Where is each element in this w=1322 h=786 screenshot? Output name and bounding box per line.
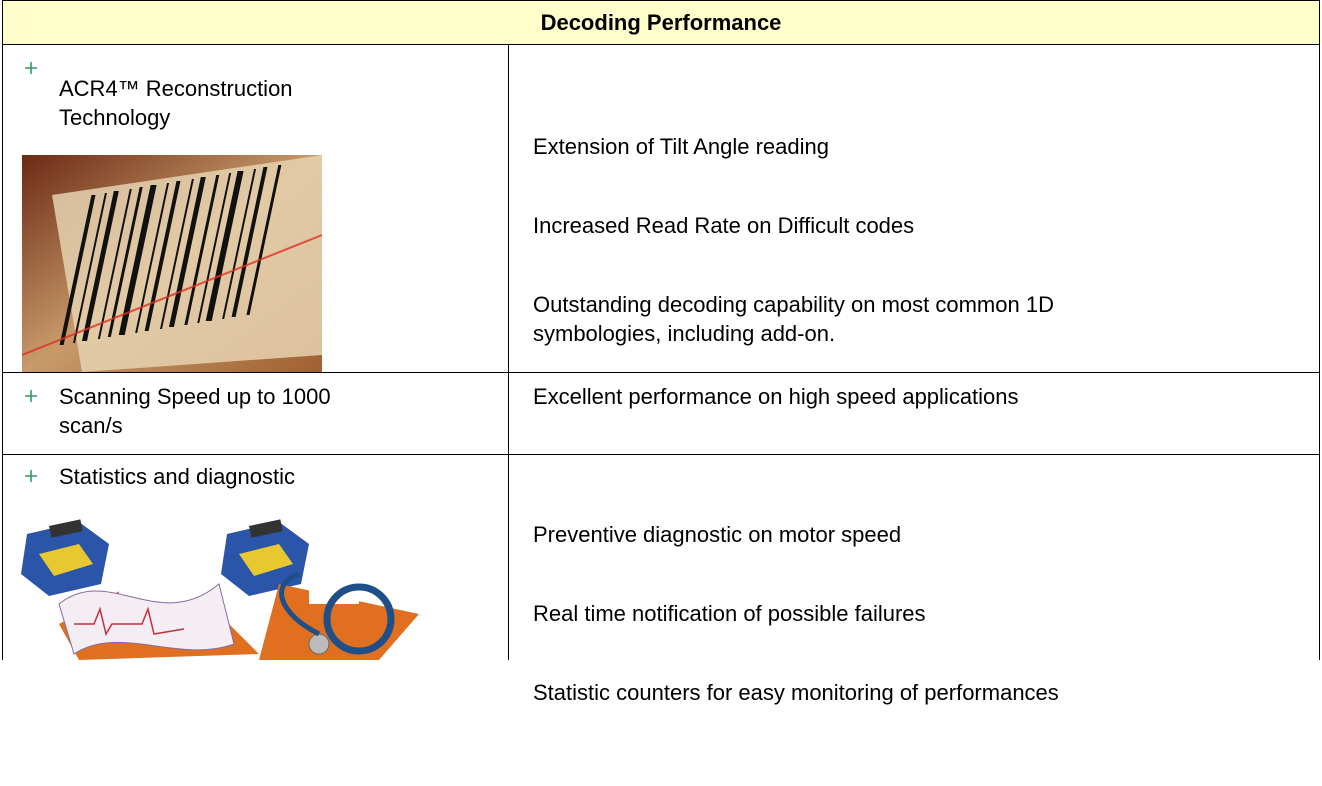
bullet bbox=[25, 62, 37, 74]
feature-text: Statistics and diagnostic bbox=[59, 464, 296, 489]
benefit-text: Outstanding decoding capability on most … bbox=[533, 292, 1054, 346]
benefit-cell: Extension of Tilt Angle reading Increase… bbox=[508, 44, 1320, 373]
benefit-text: Extension of Tilt Angle reading bbox=[533, 134, 829, 159]
benefit-text: Real time notification of possible failu… bbox=[533, 601, 926, 626]
feature-cell: ACR4™ Reconstruction Technology bbox=[2, 44, 509, 373]
benefit-text: Increased Read Rate on Difficult codes bbox=[533, 213, 915, 238]
table-header: Decoding Performance bbox=[2, 0, 1320, 45]
feature-text: ACR4™ Reconstruction Technology bbox=[59, 76, 293, 130]
benefit-cell: Excellent performance on high speed appl… bbox=[508, 372, 1320, 455]
diagnostic-image bbox=[21, 519, 419, 660]
benefit-list: Preventive diagnostic on motor speed Rea… bbox=[533, 462, 1059, 786]
feature-cell: Statistics and diagnostic bbox=[2, 454, 509, 660]
page: Decoding Performance ACR4™ Reconstructio… bbox=[0, 0, 1322, 705]
benefit-text: Preventive diagnostic on motor speed bbox=[533, 522, 902, 547]
benefit-text: Excellent performance on high speed appl… bbox=[533, 384, 1019, 409]
benefit-text: Statistic counters for easy monitoring o… bbox=[533, 680, 1059, 705]
bullet bbox=[25, 470, 37, 482]
benefit-cell: Preventive diagnostic on motor speed Rea… bbox=[508, 454, 1320, 705]
benefit-list: Extension of Tilt Angle reading Increase… bbox=[533, 74, 1054, 427]
barcode-image bbox=[22, 155, 322, 372]
bullet bbox=[25, 390, 37, 402]
feature-text: Scanning Speed up to 1000 scan/s bbox=[59, 384, 331, 438]
feature-cell: Scanning Speed up to 1000 scan/s bbox=[2, 372, 509, 455]
